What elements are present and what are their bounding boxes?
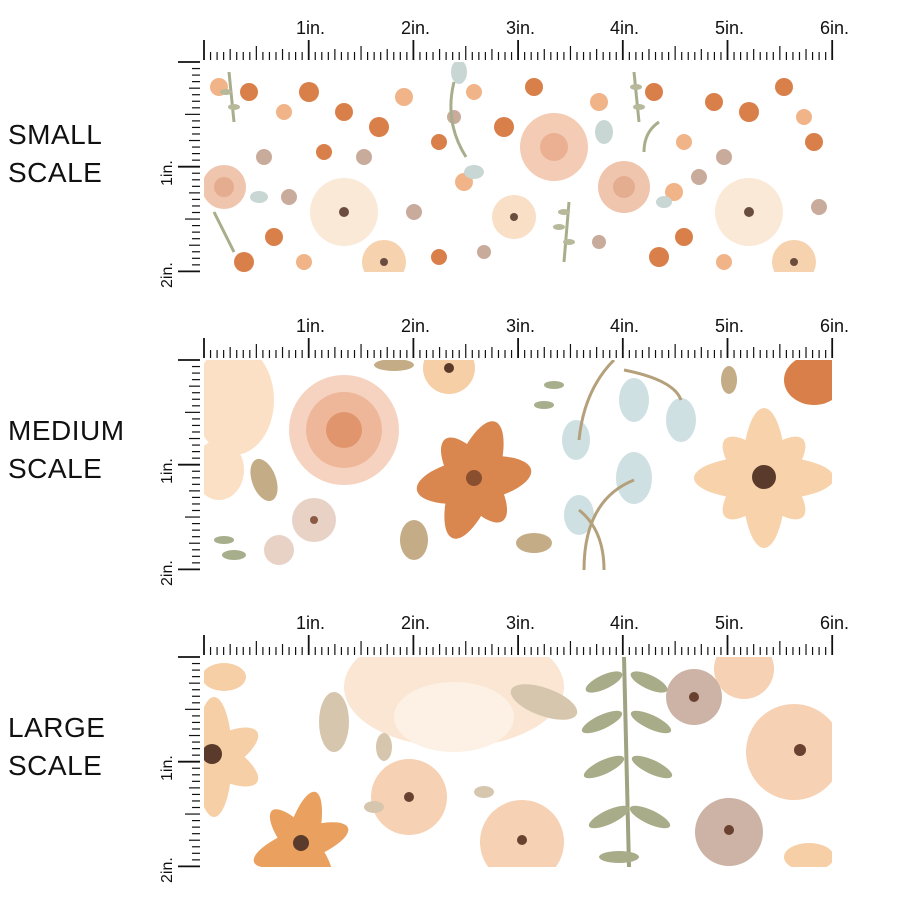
- ruler-frame: [178, 40, 834, 273]
- ruler-label-6in: 6in.: [820, 613, 850, 633]
- ruler-label-v-1in: 1in.: [159, 160, 176, 186]
- floral-pattern-small: [204, 62, 827, 272]
- ruler-label-4in: 4in.: [610, 613, 640, 633]
- floral-pattern-medium: [204, 360, 832, 570]
- ruler-label-6in: 6in.: [820, 18, 850, 38]
- ruler-label-4in: 4in.: [610, 18, 640, 38]
- ruler-frame: [178, 338, 834, 571]
- ruler-label-v-1in: 1in.: [159, 755, 176, 781]
- ruler-label-v-2in: 2in.: [159, 262, 176, 288]
- scale-label-line1: MEDIUM: [8, 415, 125, 446]
- small-scale-fabric-swatch: [204, 62, 832, 272]
- ruler-label-1in: 1in.: [296, 613, 326, 633]
- ruler-frame: [178, 635, 834, 868]
- large-scale-section: LARGE SCALE 1in. 2in. 3in. 4in. 5in. 6in…: [0, 597, 900, 887]
- ruler-label-5in: 5in.: [715, 316, 745, 336]
- ruler-label-v-1in: 1in.: [159, 458, 176, 484]
- ruler-label-4in: 4in.: [610, 316, 640, 336]
- scale-label-line1: LARGE: [8, 712, 106, 743]
- large-scale-fabric-swatch: [204, 657, 832, 867]
- ruler-label-2in: 2in.: [401, 316, 431, 336]
- floral-pattern-large: [204, 657, 832, 867]
- ruler-label-5in: 5in.: [715, 613, 745, 633]
- small-scale-section: SMALL SCALE 1in. 2in. 3in. 4in. 5in. 6in…: [0, 0, 900, 290]
- scale-label-line1: SMALL: [8, 119, 103, 150]
- large-scale-label: LARGE SCALE: [8, 709, 158, 785]
- scale-label-line2: SCALE: [8, 157, 103, 188]
- ruler-label-5in: 5in.: [715, 18, 745, 38]
- ruler-label-6in: 6in.: [820, 316, 850, 336]
- medium-scale-section: MEDIUM SCALE 1in. 2in. 3in. 4in. 5in. 6i…: [0, 298, 900, 588]
- ruler-label-2in: 2in.: [401, 18, 431, 38]
- ruler-label-v-2in: 2in.: [159, 857, 176, 883]
- ruler-label-3in: 3in.: [506, 613, 536, 633]
- small-scale-label: SMALL SCALE: [8, 116, 158, 192]
- ruler-label-2in: 2in.: [401, 613, 431, 633]
- ruler-label-3in: 3in.: [506, 18, 536, 38]
- ruler-label-1in: 1in.: [296, 18, 326, 38]
- medium-scale-fabric-swatch: [204, 360, 832, 570]
- scale-label-line2: SCALE: [8, 750, 103, 781]
- medium-scale-label: MEDIUM SCALE: [8, 412, 158, 488]
- scale-label-line2: SCALE: [8, 453, 103, 484]
- ruler-label-v-2in: 2in.: [159, 560, 176, 586]
- ruler-label-3in: 3in.: [506, 316, 536, 336]
- ruler-label-1in: 1in.: [296, 316, 326, 336]
